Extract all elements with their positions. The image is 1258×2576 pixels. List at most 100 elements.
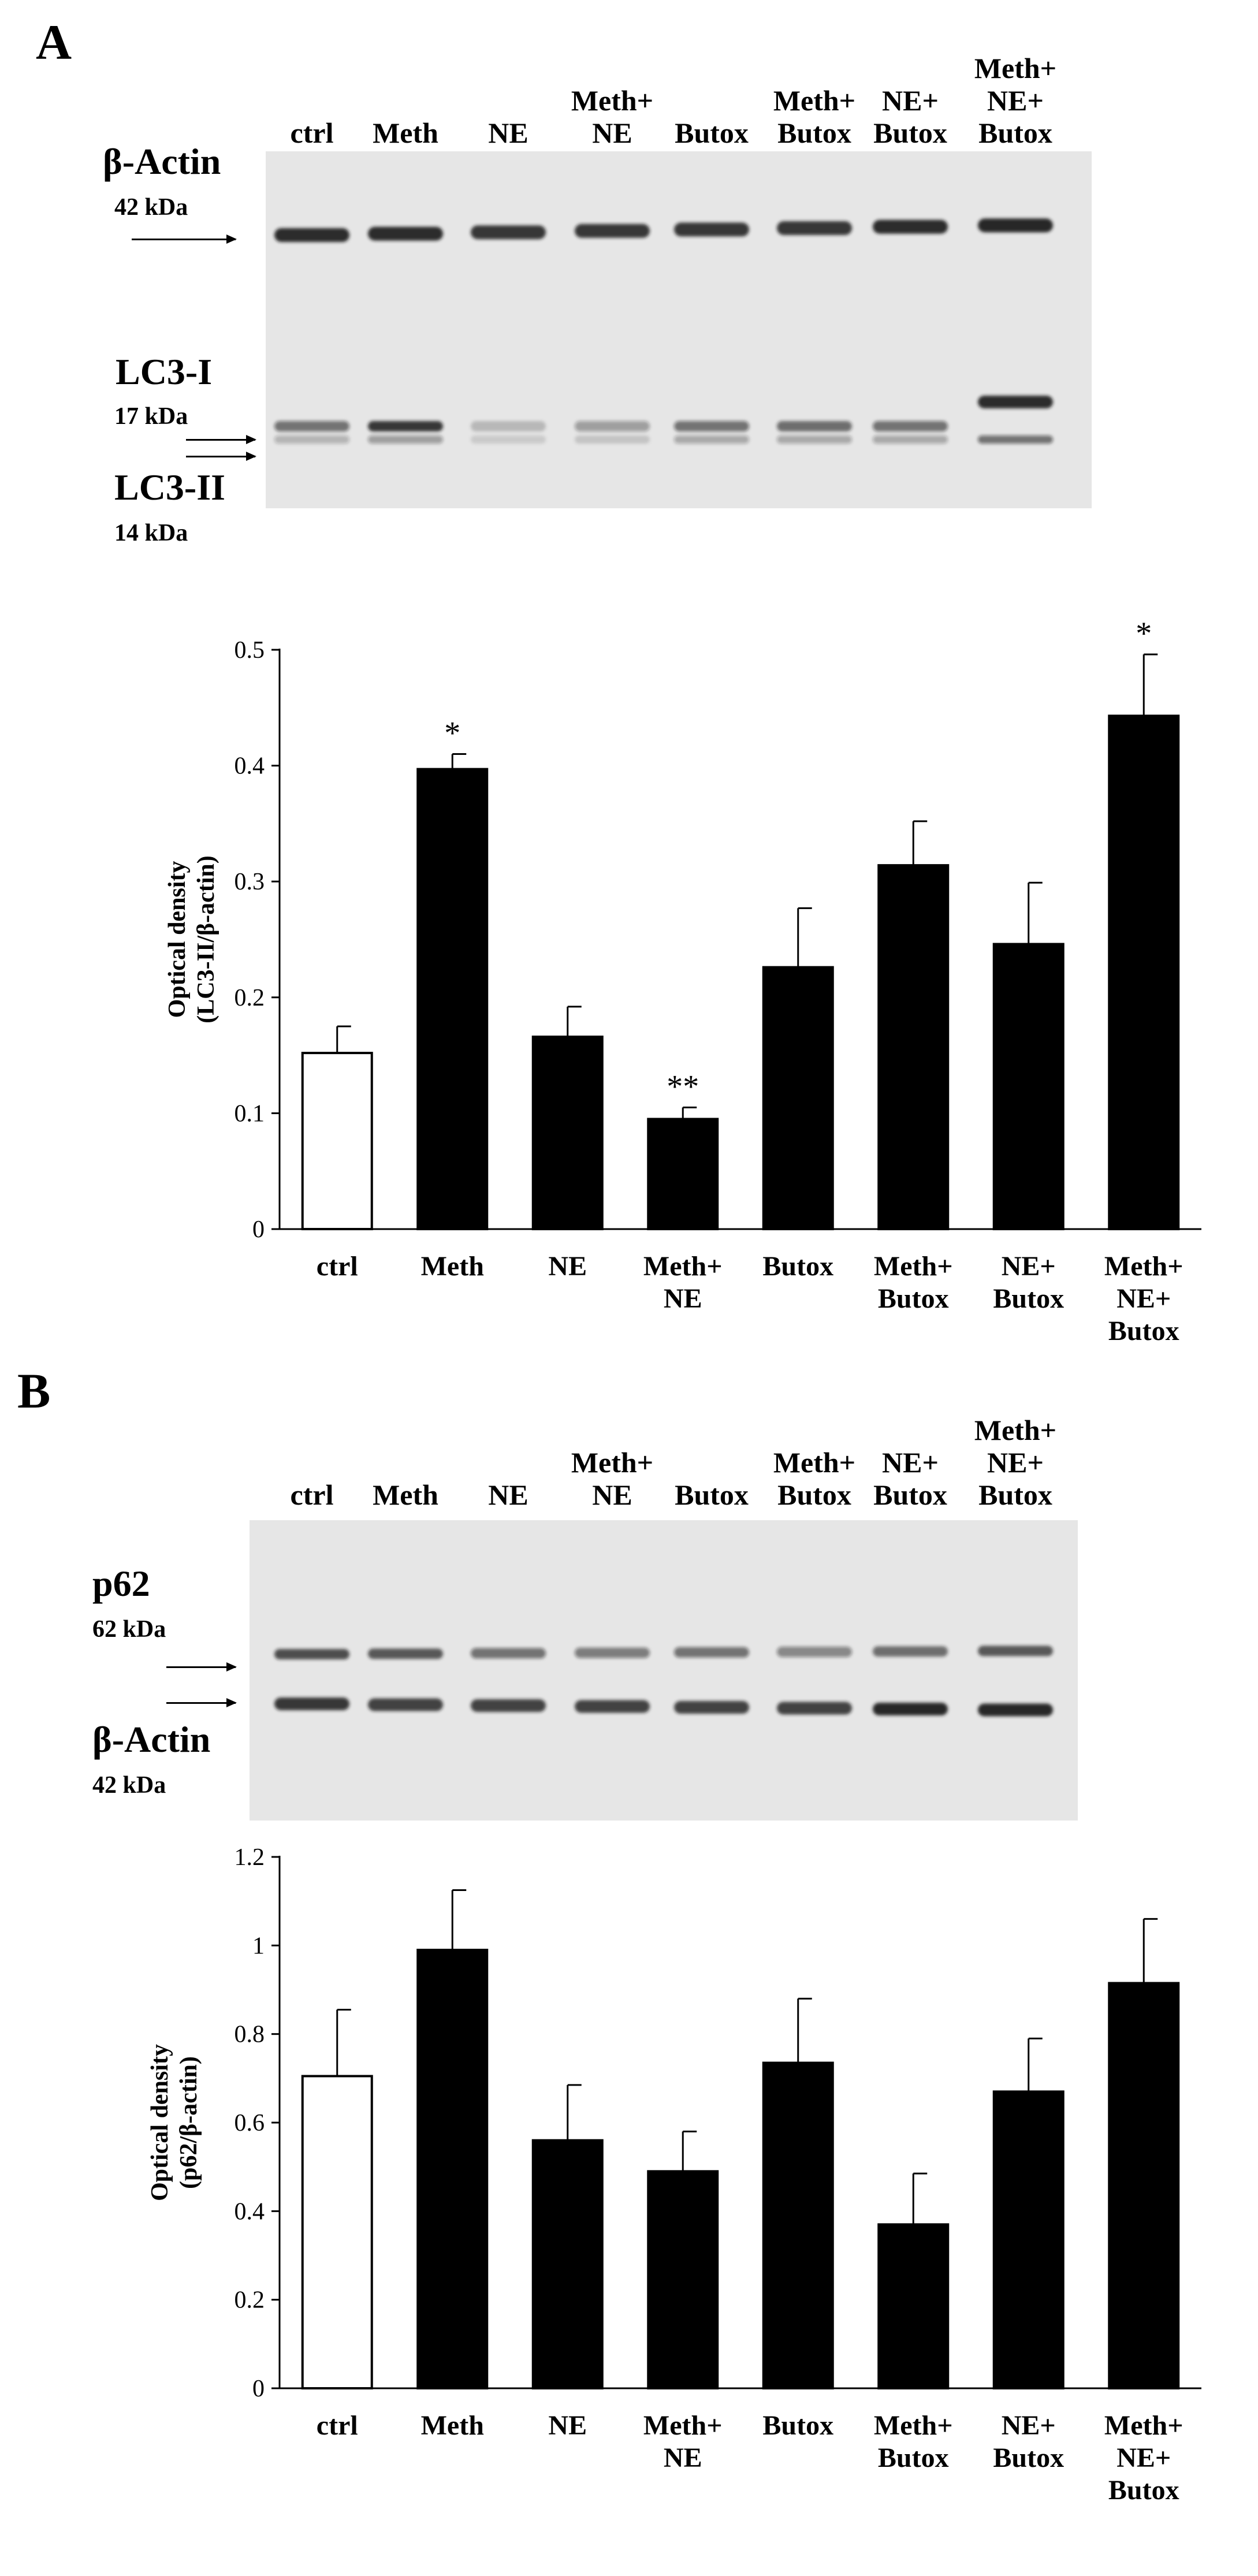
chart-b-y-tick-label: 1.2 [235,1844,265,1871]
blot-band [471,1699,546,1712]
blot-band [873,219,948,234]
blot-b-lane-label: Meth+ NE+ Butox [974,1414,1057,1511]
blot-band [978,218,1053,233]
chart-b-bar [647,2170,719,2389]
blot-b-arrow-p62 [166,1662,237,1672]
chart-b-category-label: NE+ Butox [993,2410,1064,2473]
blot-a-bands [274,218,1053,444]
chart-b-bar [1108,1982,1180,2389]
blot-band [575,224,650,238]
blot-b-lane-label: ctrl [290,1479,334,1511]
chart-a-category-label: Meth+ NE+ Butox [1104,1251,1183,1346]
blot-band [368,421,443,431]
chart-b-y-tick-label: 0.2 [235,2287,265,2314]
blot-band [274,1649,349,1659]
blot-a-kda-actin: 42 kDa [114,194,188,221]
chart-a-bar [416,768,489,1231]
blot-band [873,1703,948,1715]
chart-a-y-label: Optical density(LC3-II/β-actin) [164,855,219,1023]
blot-band [575,421,650,431]
chart-a: 0 0.1 0.2 0.3 0.4 0.5 Optical density(LC3-II/β… [164,616,1201,1346]
chart-b-y-label: Optical density(p62/β-actin) [147,2044,202,2201]
chart-b-bar [762,2061,834,2389]
blot-a-kda-lc3ii: 14 kDa [114,520,188,546]
blot-band [575,1647,650,1658]
blot-b-lane-label: Meth+ NE [571,1446,654,1511]
blot-b-lane-label: NE+ Butox [873,1446,947,1511]
blot-band [368,1648,443,1659]
panel-b-letter: B [17,1363,51,1419]
blot-band [471,435,546,444]
blot-a-arrow-lc3i [186,435,256,444]
blot-band [674,222,749,237]
blot-band [873,421,948,431]
blot-b-kda-actin: 42 kDa [92,1772,166,1799]
blot-band [978,1646,1053,1656]
blot-band [471,225,546,240]
blot-b-kda-p62: 62 kDa [92,1616,166,1643]
blot-a-protein-lc3i: LC3-I [116,351,213,392]
blot-band [978,435,1053,444]
blot-band [368,226,443,241]
blot-band [674,1647,749,1658]
blot-b-protein-p62: p62 [92,1563,150,1604]
chart-a-category-label: Meth+ Butox [874,1251,953,1314]
chart-b-bar [301,2075,373,2389]
blot-a-lane-label: Meth+ NE [571,84,654,149]
chart-b-category-label: NE [548,2410,587,2441]
chart-a-y-tick-label: 0.5 [235,637,265,664]
blot-band [777,1647,852,1657]
blot-b-protein-actin: β-Actin [92,1719,211,1760]
chart-b-bar [531,2139,604,2390]
blot-band [777,1702,852,1715]
blot-a-arrow-actin [132,234,237,244]
chart-b-y-tick-label: 0.4 [235,2198,265,2225]
chart-a-category-label: NE [548,1251,587,1282]
chart-a-category-label: Meth [421,1251,484,1282]
blot-band [274,228,349,242]
chart-b-y-tick-label: 1 [252,1933,265,1959]
chart-a-bar [1108,714,1180,1231]
chart-b-category-label: Meth+ NE [643,2410,723,2473]
blot-a-lane-label: NE+ Butox [873,84,947,149]
blot-a-protein-actin: β-Actin [103,141,221,182]
chart-a-y-tick-label: 0.2 [235,985,265,1011]
chart-b-bar [416,1949,489,2389]
blot-b-image [250,1520,1078,1821]
blot-a-lane-label: Meth+ Butox [773,84,856,149]
blot-a-lane-label: Butox [675,117,749,149]
blot-b-lane-label: Butox [675,1479,749,1511]
blot-a-lane-label: NE [488,117,528,149]
chart-a-category-label: NE+ Butox [993,1251,1064,1314]
blot-a-lane-label: ctrl [290,117,334,149]
blot-b-bands [274,1646,1053,1717]
chart-a-y-tick-label: 0.4 [235,753,265,780]
blot-band [575,435,650,444]
chart-b-category-label: ctrl [317,2410,358,2441]
chart-a-significance: ** [667,1069,699,1104]
blot-a-protein-lc3ii: LC3-II [114,467,226,508]
chart-a-bar [877,864,950,1230]
chart-b-y-tick-label: 0.8 [235,2022,265,2048]
chart-b-category-label: Meth+ Butox [874,2410,953,2473]
blot-band [368,435,443,444]
blot-band [471,421,546,431]
blot-band [274,1698,349,1710]
chart-a-category-label: Butox [762,1251,833,1282]
blot-band [674,421,749,431]
blot-band [978,396,1053,408]
blot-band [978,1703,1053,1717]
chart-a-y-tick-label: 0 [252,1216,265,1243]
blot-band [471,1648,546,1659]
blot-band [873,1646,948,1657]
blot-band [274,421,349,431]
blot-a-lane-label: Meth [373,117,438,149]
blot-b-arrow-actin [166,1698,237,1707]
chart-a-significance: * [444,716,460,751]
chart-b-category-label: Butox [762,2410,833,2441]
chart-b-y-tick-label: 0 [252,2376,265,2402]
chart-a-y-tick-label: 0.1 [235,1100,265,1127]
blot-band [575,1700,650,1713]
blot-band [674,435,749,444]
